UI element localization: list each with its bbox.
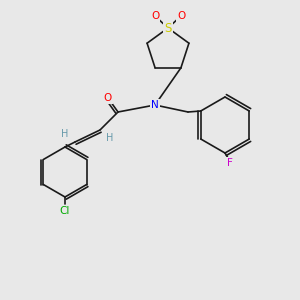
Text: H: H bbox=[106, 133, 114, 143]
Text: O: O bbox=[151, 11, 159, 21]
Text: Cl: Cl bbox=[60, 206, 70, 216]
Text: F: F bbox=[227, 158, 233, 168]
Text: N: N bbox=[151, 100, 159, 110]
Text: O: O bbox=[104, 93, 112, 103]
Text: H: H bbox=[61, 129, 69, 139]
Text: S: S bbox=[164, 22, 172, 34]
Text: O: O bbox=[177, 11, 185, 21]
